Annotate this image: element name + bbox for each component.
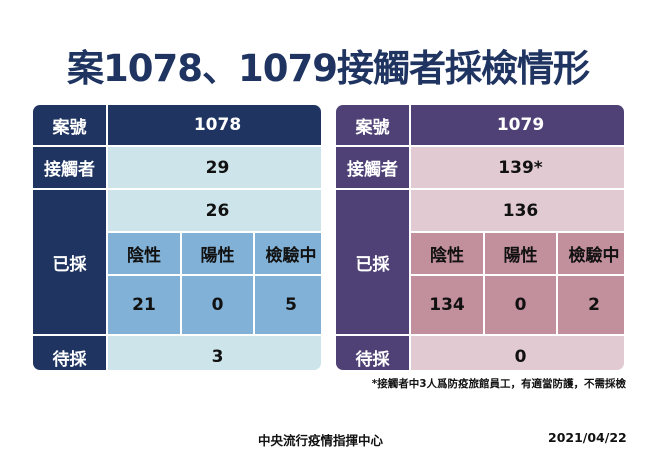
negative-value: 21 bbox=[108, 276, 180, 334]
footnote: *接觸者中3人爲防疫旅館員工，有適當防護，不需採檢 bbox=[371, 378, 626, 390]
sampled-label: 已採 bbox=[336, 190, 409, 334]
case-no-label: 案號 bbox=[336, 105, 409, 145]
contacts-label: 接觸者 bbox=[33, 147, 106, 188]
pending-label: 待採 bbox=[33, 336, 106, 370]
sampled-total: 136 bbox=[411, 190, 624, 231]
positive-label: 陽性 bbox=[182, 233, 253, 274]
testing-label: 檢驗中 bbox=[255, 233, 321, 274]
testing-label: 檢驗中 bbox=[558, 233, 624, 274]
case-number: 1078 bbox=[108, 105, 321, 145]
negative-value: 134 bbox=[411, 276, 483, 334]
footer-date: 2021/04/22 bbox=[548, 430, 627, 445]
negative-label: 陰性 bbox=[108, 233, 180, 274]
case-1078-table: 案號 1078 接觸者 29 已採 26 陰性 陽性 檢驗中 21 0 5 待採… bbox=[33, 105, 321, 370]
positive-label: 陽性 bbox=[485, 233, 556, 274]
footer-organization: 中央流行疫情指揮中心 bbox=[258, 433, 384, 448]
case-number: 1079 bbox=[411, 105, 624, 145]
contacts-value: 29 bbox=[108, 147, 321, 188]
positive-value: 0 bbox=[182, 276, 253, 334]
pending-label: 待採 bbox=[336, 336, 409, 370]
sampled-total: 26 bbox=[108, 190, 321, 231]
negative-label: 陰性 bbox=[411, 233, 483, 274]
contacts-value: 139* bbox=[411, 147, 624, 188]
positive-value: 0 bbox=[485, 276, 556, 334]
pending-value: 0 bbox=[411, 336, 624, 370]
contacts-label: 接觸者 bbox=[336, 147, 409, 188]
page-title: 案1078、1079接觸者採檢情形 bbox=[67, 47, 590, 90]
case-1079-table: 案號 1079 接觸者 139* 已採 136 陰性 陽性 檢驗中 134 0 … bbox=[336, 105, 624, 370]
testing-value: 5 bbox=[255, 276, 321, 334]
pending-value: 3 bbox=[108, 336, 321, 370]
sampled-label: 已採 bbox=[33, 190, 106, 334]
case-no-label: 案號 bbox=[33, 105, 106, 145]
testing-value: 2 bbox=[558, 276, 624, 334]
